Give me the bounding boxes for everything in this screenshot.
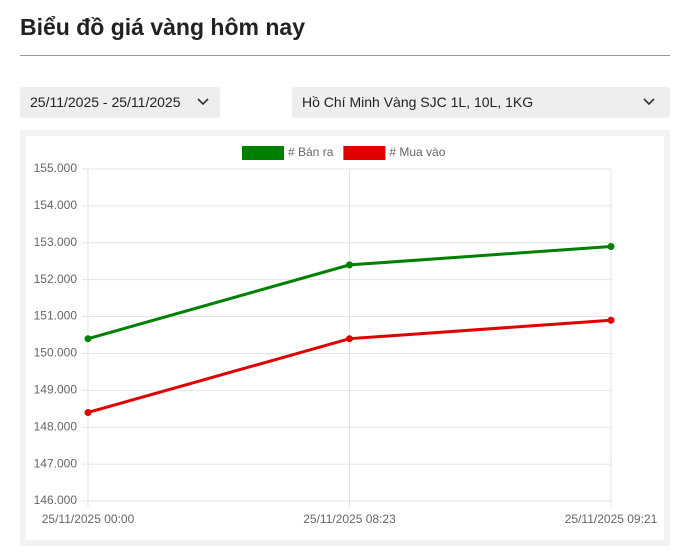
y-tick-label: 148.000 <box>34 419 78 433</box>
product-dropdown[interactable]: Hồ Chí Minh Vàng SJC 1L, 10L, 1KG <box>292 87 670 118</box>
x-tick-label: 25/11/2025 00:00 <box>42 512 135 526</box>
plot-background <box>26 136 664 540</box>
y-tick-label: 149.000 <box>34 383 78 397</box>
y-tick-label: 154.000 <box>34 198 78 212</box>
y-tick-label: 152.000 <box>34 272 78 286</box>
data-point <box>346 335 353 343</box>
data-point <box>84 335 92 343</box>
y-tick-label: 155.000 <box>34 161 78 175</box>
x-tick-label: 25/11/2025 08:23 <box>303 512 396 526</box>
legend-swatch <box>242 146 284 160</box>
product-text: Hồ Chí Minh Vàng SJC 1L, 10L, 1KG <box>302 94 534 110</box>
chevron <box>643 98 655 106</box>
date-range-text: 25/11/2025 - 25/11/2025 <box>30 94 181 110</box>
chevron <box>197 98 209 106</box>
y-tick-label: 150.000 <box>34 346 78 360</box>
data-point <box>346 261 353 269</box>
y-tick-label: 151.000 <box>34 309 78 323</box>
page-title: Biểu đồ giá vàng hôm nay <box>20 14 305 40</box>
legend-label: # Mua vào <box>389 145 445 159</box>
data-point <box>84 408 92 416</box>
y-tick-label: 146.000 <box>34 493 78 507</box>
data-point <box>607 316 615 324</box>
legend-label: # Bán ra <box>288 145 334 159</box>
y-tick-label: 153.000 <box>34 235 78 249</box>
date-range-dropdown[interactable]: 25/11/2025 - 25/11/2025 <box>20 87 220 118</box>
divider <box>20 55 670 56</box>
x-tick-label: 25/11/2025 09:21 <box>565 512 658 526</box>
legend-swatch <box>343 146 386 160</box>
y-tick-label: 147.000 <box>34 456 78 470</box>
data-point <box>607 242 615 250</box>
